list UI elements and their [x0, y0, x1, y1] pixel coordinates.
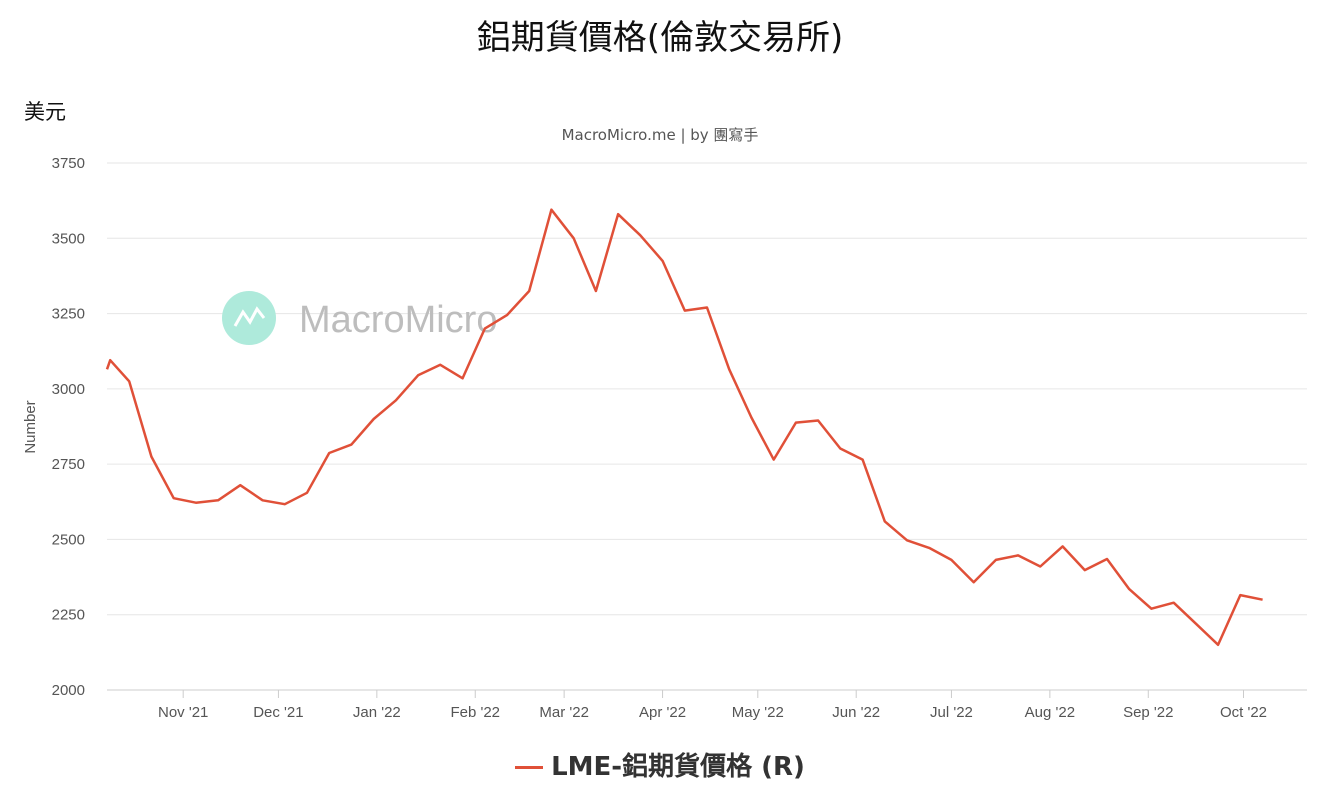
- x-tick-label: May '22: [732, 704, 784, 721]
- y-tick-label: 2500: [52, 531, 85, 548]
- x-tick-label: Jun '22: [832, 704, 880, 721]
- y-tick-label: 2750: [52, 456, 85, 473]
- x-tick-label: Jan '22: [353, 704, 401, 721]
- x-tick-label: Dec '21: [253, 704, 303, 721]
- y-tick-label: 3250: [52, 306, 85, 323]
- y-axis-ticks: 2000 2250 2500 2750 3000 3250 3500 3750: [52, 155, 85, 699]
- y-tick-label: 3500: [52, 230, 85, 247]
- x-tick-label: Nov '21: [158, 704, 208, 721]
- grid-lines: [107, 162, 1307, 616]
- y-tick-label: 2000: [52, 682, 85, 699]
- x-tick-label: Mar '22: [539, 704, 589, 721]
- x-tick-label: Sep '22: [1123, 704, 1173, 721]
- y-tick-label: 2250: [52, 607, 85, 624]
- y-axis-label: Number: [22, 400, 39, 453]
- x-tick-label: Jul '22: [930, 704, 973, 721]
- legend[interactable]: LME-鋁期貨價格 (R): [0, 746, 1320, 783]
- x-tick-label: Aug '22: [1025, 704, 1075, 721]
- watermark: MacroMicro: [222, 291, 497, 345]
- x-tick-label: Oct '22: [1220, 704, 1267, 721]
- legend-label: LME-鋁期貨價格 (R): [551, 752, 805, 782]
- logo-trend-glyph: [233, 306, 266, 327]
- y-tick-label: 3750: [52, 155, 85, 172]
- y-axis-unit: 美元: [24, 100, 66, 124]
- x-tick-label: Feb '22: [450, 704, 500, 721]
- chart-subtitle: MacroMicro.me | by 團寫手: [561, 126, 759, 144]
- series-line-lme-aluminum: [105, 208, 1263, 647]
- watermark-text: MacroMicro: [299, 299, 497, 341]
- legend-swatch: [515, 766, 544, 769]
- y-tick-label: 3000: [52, 381, 85, 398]
- chart-title: 鋁期貨價格(倫敦交易所): [476, 18, 844, 58]
- x-axis-ticks: Nov '21 Dec '21 Jan '22 Feb '22 Mar '22 Apr '…: [158, 690, 1267, 721]
- x-tick-label: Apr '22: [639, 704, 686, 721]
